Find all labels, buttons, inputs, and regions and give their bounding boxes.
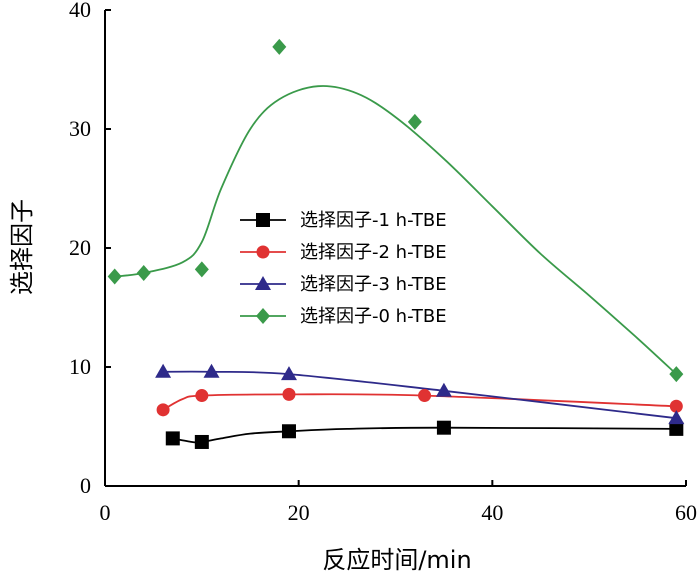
- data-point-3h: [435, 382, 452, 397]
- data-point-3h: [668, 410, 685, 425]
- data-point-0h: [407, 113, 422, 130]
- data-point-2h: [195, 389, 209, 403]
- data-point-2h: [669, 399, 683, 413]
- legend-marker-1h: [256, 213, 270, 227]
- legend-label-0h: 选择因子-0 h-TBE: [300, 306, 447, 327]
- legend-label-3h: 选择因子-3 h-TBE: [300, 274, 447, 295]
- data-point-1h: [281, 424, 296, 439]
- series-markers: [107, 38, 685, 449]
- data-point-1h: [165, 431, 180, 446]
- legend-label-2h: 选择因子-2 h-TBE: [300, 242, 447, 263]
- legend-marker-0h: [256, 308, 270, 324]
- data-point-2h: [156, 403, 170, 417]
- legend: 选择因子-1 h-TBE 选择因子-2 h-TBE 选择因子-3 h-TBE 选择因子…: [240, 210, 447, 327]
- legend-marker-2h: [256, 245, 270, 259]
- data-point-2h: [418, 389, 432, 403]
- series-line-1h: [172, 426, 677, 444]
- data-point-0h: [194, 261, 209, 278]
- series-line-0h: [114, 85, 677, 375]
- y-tick-label: 0: [80, 473, 91, 498]
- axes: [104, 9, 687, 487]
- data-point-0h: [107, 268, 122, 285]
- data-point-3h: [280, 366, 297, 381]
- legend-marker-3h: [255, 276, 271, 290]
- data-point-2h: [282, 387, 296, 401]
- data-point-0h: [272, 38, 287, 55]
- data-point-3h: [203, 363, 220, 378]
- series-curves: [114, 85, 677, 444]
- x-axis-title: 反应时间/min: [322, 546, 471, 574]
- data-point-1h: [436, 420, 451, 435]
- data-point-1h: [669, 421, 684, 436]
- data-point-3h: [155, 363, 172, 378]
- x-tick-label: 60: [675, 500, 697, 525]
- x-tick-label: 20: [288, 500, 310, 525]
- y-tick-label: 20: [69, 235, 91, 260]
- y-tick-label: 30: [69, 116, 91, 141]
- data-point-0h: [136, 264, 151, 281]
- x-tick-label: 40: [481, 500, 503, 525]
- y-axis-title: 选择因子: [8, 199, 36, 295]
- legend-label-1h: 选择因子-1 h-TBE: [300, 210, 447, 231]
- y-tick-label: 40: [69, 0, 91, 22]
- data-point-0h: [669, 366, 684, 383]
- tick-labels: 0 10 20 30 40 0 20 40 60: [69, 0, 697, 525]
- data-point-1h: [194, 434, 209, 449]
- y-tick-label: 10: [69, 354, 91, 379]
- x-tick-label: 0: [100, 500, 111, 525]
